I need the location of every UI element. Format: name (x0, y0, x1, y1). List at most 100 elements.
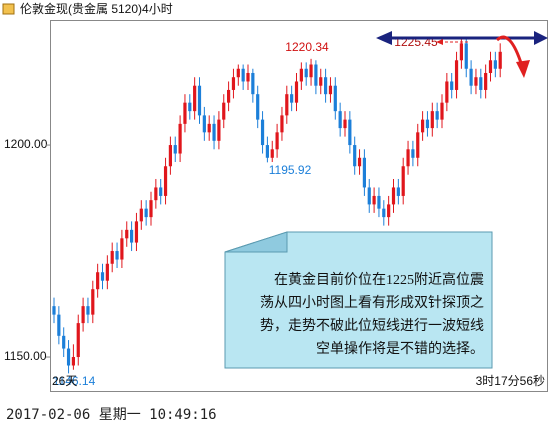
candle-body (71, 357, 75, 366)
candle-body (168, 145, 172, 167)
candle-body (125, 229, 129, 239)
candle-body (81, 306, 85, 324)
candle-body (445, 81, 449, 103)
candle-body (479, 77, 483, 90)
candle-body (96, 272, 100, 290)
candle-body (115, 251, 119, 260)
candle-body (469, 68, 473, 86)
candle-body (212, 123, 216, 141)
candle-body (391, 187, 396, 205)
candle-body (464, 43, 468, 69)
candle-body (396, 187, 400, 196)
candle-body (401, 166, 405, 196)
candle-body (498, 51, 502, 69)
candle-body (493, 60, 497, 69)
candle-body (353, 145, 357, 167)
candle-body (120, 238, 124, 260)
candle-body (62, 335, 66, 349)
candle-body (459, 43, 463, 61)
low-label: 1146.14 (53, 374, 96, 388)
candle-body (76, 323, 80, 358)
down-arrow (495, 35, 524, 67)
candle-body (110, 251, 114, 264)
callout-text: 荡从四小时图上看有形成双针探顶之 (260, 295, 484, 311)
candle-body (207, 123, 211, 133)
candle-body (285, 94, 289, 116)
candle-body (241, 68, 245, 82)
candle-body (193, 85, 197, 112)
candle-body (100, 272, 105, 281)
arrow-head (376, 31, 392, 45)
candle-body (265, 145, 269, 158)
candle-body (338, 111, 342, 129)
candle-body (139, 208, 143, 222)
candle-body (319, 77, 323, 86)
callout-text: 势，走势不破此位短线进行一波短线 (260, 318, 484, 334)
candle-body (435, 111, 439, 120)
candle-body (105, 263, 109, 281)
plot-frame (50, 20, 548, 392)
candle-body (484, 72, 488, 90)
candle-body (236, 68, 240, 78)
candle-body (256, 94, 260, 120)
candle-body (163, 166, 168, 196)
candle-body (154, 187, 158, 201)
candle-body (294, 81, 299, 103)
candle-body (430, 111, 434, 129)
timestamp: 2017-02-06 星期一 10:49:16 (6, 407, 217, 423)
candle-body (377, 195, 381, 209)
candle-body (348, 119, 352, 146)
candle-body (367, 187, 371, 205)
candle-body (183, 102, 187, 124)
candle-body (333, 85, 337, 112)
candle-body (387, 204, 391, 218)
y-tick-label: 1200.00 (4, 137, 48, 151)
callout-fold (224, 231, 288, 253)
candle-body (246, 72, 250, 82)
candle-body (270, 149, 274, 158)
candle-body (450, 81, 454, 90)
plot-area (52, 37, 502, 374)
candle-body (411, 149, 415, 158)
candle-body (134, 221, 139, 243)
candle-body (66, 348, 71, 366)
candle-body (227, 89, 231, 103)
arrow-head (534, 31, 548, 45)
low-label: 1195.92 (269, 163, 312, 177)
candle-body (299, 68, 303, 82)
candle-body (222, 102, 226, 120)
arrow-head (516, 60, 530, 78)
candle-body (149, 200, 153, 218)
candle-body (474, 77, 478, 86)
candle-body (280, 115, 284, 133)
y-tick-label: 1150.00 (4, 349, 47, 363)
candle-body (357, 157, 362, 167)
candle-body (421, 119, 425, 133)
callout-text: 空单操作将是不错的选择。 (316, 341, 484, 357)
candle-body (188, 102, 192, 112)
candle-body (144, 208, 148, 218)
candle-body (275, 132, 279, 150)
candle-body (488, 60, 493, 73)
candle-body (202, 115, 206, 133)
candle-body (425, 119, 430, 129)
high-label: 1220.34 (285, 40, 329, 54)
candle-body (57, 314, 61, 336)
candle-body (372, 195, 376, 205)
candle-body (406, 149, 410, 167)
period-label: 26天 (52, 374, 77, 388)
arrow-head (436, 39, 443, 45)
countdown-label: 3时17分56秒 (476, 374, 545, 388)
candle-body (159, 187, 163, 196)
candle-body (91, 289, 95, 315)
candle-body (130, 229, 134, 243)
candle-body (343, 119, 347, 129)
candle-body (260, 119, 265, 146)
candle-body (382, 208, 386, 218)
candle-body (173, 145, 177, 154)
candle-body (178, 123, 182, 154)
candle-body (440, 102, 444, 120)
callout-text: 在黄金目前价位在1225附近高位震 (274, 271, 484, 288)
candle-body (304, 68, 308, 78)
